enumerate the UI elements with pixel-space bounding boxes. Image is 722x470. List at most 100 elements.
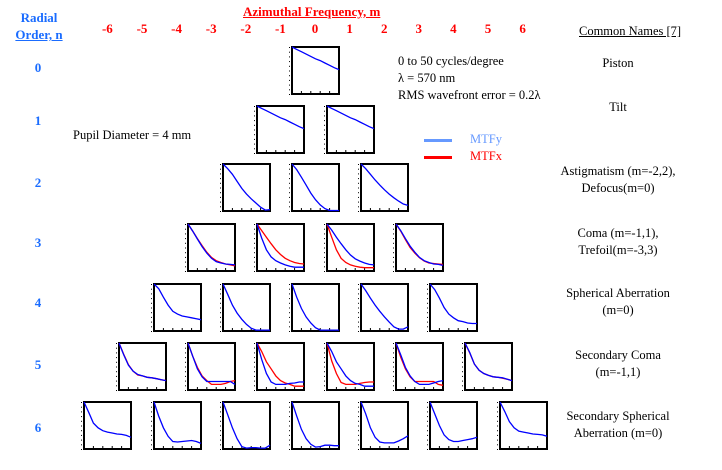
y-tick — [427, 284, 429, 285]
pupil-diameter-note: Pupil Diameter = 4 mm — [73, 128, 192, 142]
diagram-title: Azimuthal Frequency, m — [243, 4, 381, 19]
y-tick — [254, 238, 256, 240]
y-tick — [289, 425, 290, 427]
y-tick — [358, 411, 360, 413]
y-tick — [358, 449, 360, 450]
y-tick — [323, 352, 325, 354]
y-tick — [254, 228, 256, 230]
mtf-plot — [323, 342, 375, 391]
mtfy-curve — [153, 283, 201, 321]
y-tick — [185, 261, 187, 263]
y-tick — [219, 425, 221, 427]
y-tick — [254, 233, 256, 235]
y-tick — [358, 406, 360, 408]
y-tick — [185, 242, 187, 244]
y-tick — [289, 94, 290, 95]
y-tick — [81, 411, 83, 413]
y-tick — [254, 261, 256, 263]
y-tick — [289, 206, 290, 208]
y-tick — [323, 375, 325, 377]
y-tick — [185, 361, 187, 363]
y-tick — [427, 430, 429, 432]
y-tick — [496, 416, 498, 418]
radial-order-header-line2: Order, n — [15, 27, 63, 42]
y-tick — [116, 371, 117, 373]
y-tick — [462, 380, 463, 382]
y-tick — [462, 352, 463, 354]
y-tick — [254, 271, 256, 272]
y-tick — [150, 430, 152, 432]
plot-frame — [256, 223, 306, 272]
y-tick — [496, 430, 498, 432]
mtf-plot — [116, 342, 167, 391]
y-tick — [254, 247, 256, 249]
plot-frame — [429, 283, 479, 332]
mtf-plot — [496, 401, 548, 450]
y-tick — [150, 307, 152, 309]
y-tick — [392, 242, 394, 244]
y-tick — [254, 347, 256, 349]
y-tick — [289, 182, 290, 184]
y-tick — [392, 347, 394, 349]
radial-order-header-line1: Radial — [20, 10, 58, 25]
y-tick — [323, 124, 325, 126]
plot-frame — [221, 401, 271, 450]
y-tick — [254, 385, 256, 387]
mtf-plot — [219, 401, 271, 450]
y-tick — [185, 271, 187, 272]
y-tick — [150, 312, 152, 314]
y-tick — [219, 439, 221, 441]
mtf-plot — [323, 105, 375, 154]
y-tick — [462, 371, 463, 373]
y-tick — [289, 173, 290, 175]
y-tick — [254, 266, 256, 268]
y-tick — [392, 238, 394, 240]
y-tick — [289, 439, 290, 441]
plot-frame — [83, 401, 133, 450]
y-tick — [358, 211, 360, 212]
y-tick — [358, 444, 360, 446]
y-tick — [289, 312, 290, 314]
y-tick — [185, 352, 187, 354]
plot-frame — [256, 342, 306, 391]
legend-mtfx-swatch — [424, 156, 452, 159]
n-label: 3 — [34, 235, 42, 250]
y-tick — [289, 89, 290, 91]
common-name: Spherical Aberration (m=0) — [543, 285, 693, 319]
y-tick — [289, 70, 290, 72]
y-tick — [358, 187, 360, 189]
common-name-line: Secondary Spherical — [566, 409, 670, 423]
common-name-line: Defocus(m=0) — [581, 181, 655, 195]
y-tick — [219, 182, 221, 184]
y-tick — [323, 261, 325, 263]
y-tick — [289, 449, 290, 450]
plot-frame — [152, 401, 202, 450]
plot-frame — [360, 401, 410, 450]
m-label: 5 — [484, 21, 492, 36]
y-tick — [81, 444, 83, 446]
y-tick — [254, 115, 256, 117]
y-tick — [289, 288, 290, 290]
y-tick — [427, 449, 429, 450]
y-tick — [116, 347, 117, 349]
y-tick — [358, 425, 360, 427]
y-tick — [289, 47, 290, 48]
mtfy-curve — [222, 283, 270, 331]
y-tick — [289, 65, 290, 67]
y-tick — [427, 293, 429, 295]
y-tick — [219, 411, 221, 413]
y-tick — [323, 115, 325, 117]
common-names-header: Common Names [7] — [579, 24, 682, 38]
mtfy-curve — [291, 401, 339, 448]
y-tick — [219, 331, 221, 332]
y-tick — [219, 444, 221, 446]
mtf-plot — [219, 283, 271, 332]
y-tick — [392, 261, 394, 263]
mtfy-curve — [291, 283, 339, 331]
y-tick — [358, 434, 360, 436]
y-tick — [219, 284, 221, 285]
y-tick — [185, 233, 187, 235]
y-tick — [427, 316, 429, 318]
y-tick — [219, 449, 221, 450]
